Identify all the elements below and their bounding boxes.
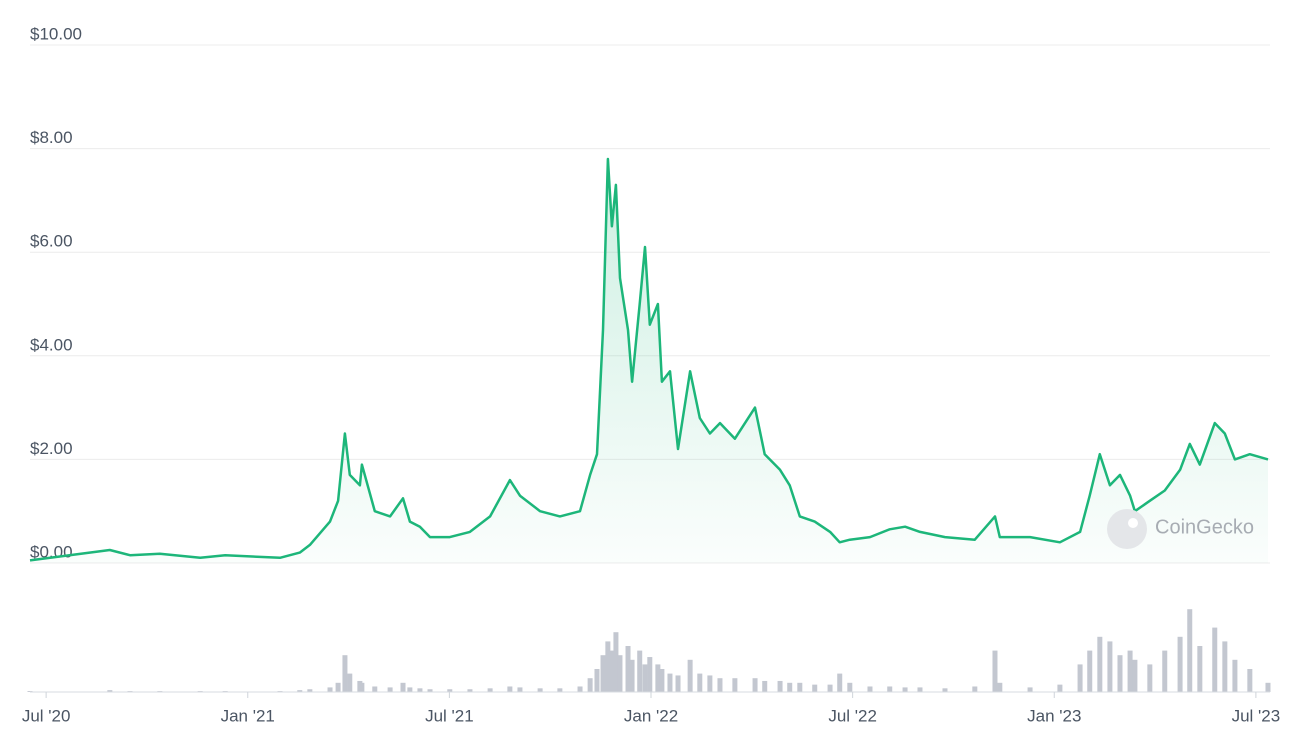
- volume-bar: [827, 684, 833, 692]
- volume-bar: [867, 686, 873, 692]
- x-tick-label: Jul '21: [425, 706, 474, 725]
- volume-bar: [605, 641, 611, 692]
- volume-bar: [1087, 650, 1093, 692]
- volume-bar: [992, 650, 998, 692]
- volume-bar: [609, 650, 615, 692]
- volume-bar: [467, 689, 473, 692]
- volume-bar: [997, 682, 1003, 692]
- volume-bar: [625, 646, 631, 692]
- x-tick-label: Jul '20: [22, 706, 71, 725]
- x-tick-label: Jul '22: [828, 706, 877, 725]
- volume-bar: [675, 675, 681, 692]
- volume-bar: [1097, 636, 1103, 692]
- y-tick-label: $4.00: [30, 335, 73, 354]
- watermark-text: CoinGecko: [1155, 516, 1254, 538]
- volume-bar: [659, 669, 665, 692]
- volume-bar: [687, 659, 693, 692]
- volume-bar: [587, 678, 593, 692]
- volume-bar: [297, 690, 303, 692]
- y-tick-label: $8.00: [30, 128, 73, 147]
- x-tick-label: Jan '21: [221, 706, 275, 725]
- volume-bar: [917, 687, 923, 692]
- volume-bar: [487, 688, 493, 692]
- volume-bar: [1232, 659, 1238, 692]
- x-tick-label: Jan '22: [624, 706, 678, 725]
- volume-bar: [717, 678, 723, 692]
- volume-bar: [594, 669, 600, 692]
- volume-bar: [617, 655, 623, 692]
- volume-bar: [1162, 650, 1168, 692]
- volume-bar: [613, 632, 619, 692]
- volume-bar: [697, 673, 703, 692]
- volume-bar: [1057, 684, 1063, 692]
- volume-bar: [407, 687, 413, 692]
- volume-bar: [417, 688, 423, 692]
- volume-bar: [347, 673, 353, 692]
- volume-bar: [637, 650, 643, 692]
- volume-bar: [777, 680, 783, 692]
- volume-bar: [647, 657, 653, 692]
- volume-bar: [1127, 650, 1133, 692]
- volume-bar: [1027, 687, 1033, 692]
- volume-bar: [1117, 655, 1123, 692]
- volume-bar: [1132, 659, 1138, 692]
- volume-bar: [342, 655, 348, 692]
- volume-bar: [447, 689, 453, 692]
- volume-bar: [655, 664, 661, 692]
- volume-bar: [902, 687, 908, 692]
- volume-bar: [372, 686, 378, 692]
- price-area: [30, 159, 1268, 563]
- x-tick-label: Jul '23: [1232, 706, 1281, 725]
- volume-bar: [359, 682, 365, 692]
- volume-bar: [307, 689, 313, 692]
- volume-bar: [1197, 646, 1203, 692]
- y-tick-label: $2.00: [30, 439, 73, 458]
- volume-bar: [887, 686, 893, 692]
- volume-bar: [537, 688, 543, 692]
- volume-bar: [1247, 669, 1253, 692]
- volume-bar: [1222, 641, 1228, 692]
- watermark-eye: [1128, 518, 1138, 528]
- volume-bar: [1187, 609, 1193, 692]
- volume-bar: [1077, 664, 1083, 692]
- volume-bar: [1177, 636, 1183, 692]
- volume-bar: [642, 664, 648, 692]
- volume-bar: [557, 688, 563, 692]
- volume-bar: [517, 687, 523, 692]
- volume-bar: [600, 655, 606, 692]
- volume-bar: [327, 687, 333, 692]
- x-tick-label: Jan '23: [1027, 706, 1081, 725]
- price-line: [29, 157, 1269, 562]
- volume-bar: [1147, 664, 1153, 692]
- y-tick-label: $6.00: [30, 232, 73, 251]
- volume-bar: [577, 686, 583, 692]
- volume-bar: [752, 678, 758, 692]
- watermark: CoinGecko: [1107, 509, 1254, 549]
- volume-bar: [972, 686, 978, 692]
- volume-bar: [1212, 627, 1218, 692]
- volume-bar: [335, 682, 341, 692]
- volume-bar: [837, 673, 843, 692]
- volume-bar: [732, 678, 738, 692]
- volume-bar: [427, 689, 433, 692]
- volume-bar: [507, 686, 513, 692]
- volume-bar: [847, 682, 853, 692]
- y-tick-label: $10.00: [30, 24, 82, 43]
- volume-bar: [1265, 682, 1271, 692]
- watermark-logo: [1107, 509, 1147, 549]
- volume-bar: [1107, 641, 1113, 692]
- volume-bar: [107, 690, 113, 692]
- volume-bar: [667, 673, 673, 692]
- volume-bar: [629, 659, 635, 692]
- volume-bar: [387, 687, 393, 692]
- volume-bar: [797, 682, 803, 692]
- volume-bar: [812, 684, 818, 692]
- volume-bar: [942, 688, 948, 692]
- volume-bar: [707, 675, 713, 692]
- volume-bar: [787, 682, 793, 692]
- volume-bar: [400, 682, 406, 692]
- volume-bar: [762, 680, 768, 692]
